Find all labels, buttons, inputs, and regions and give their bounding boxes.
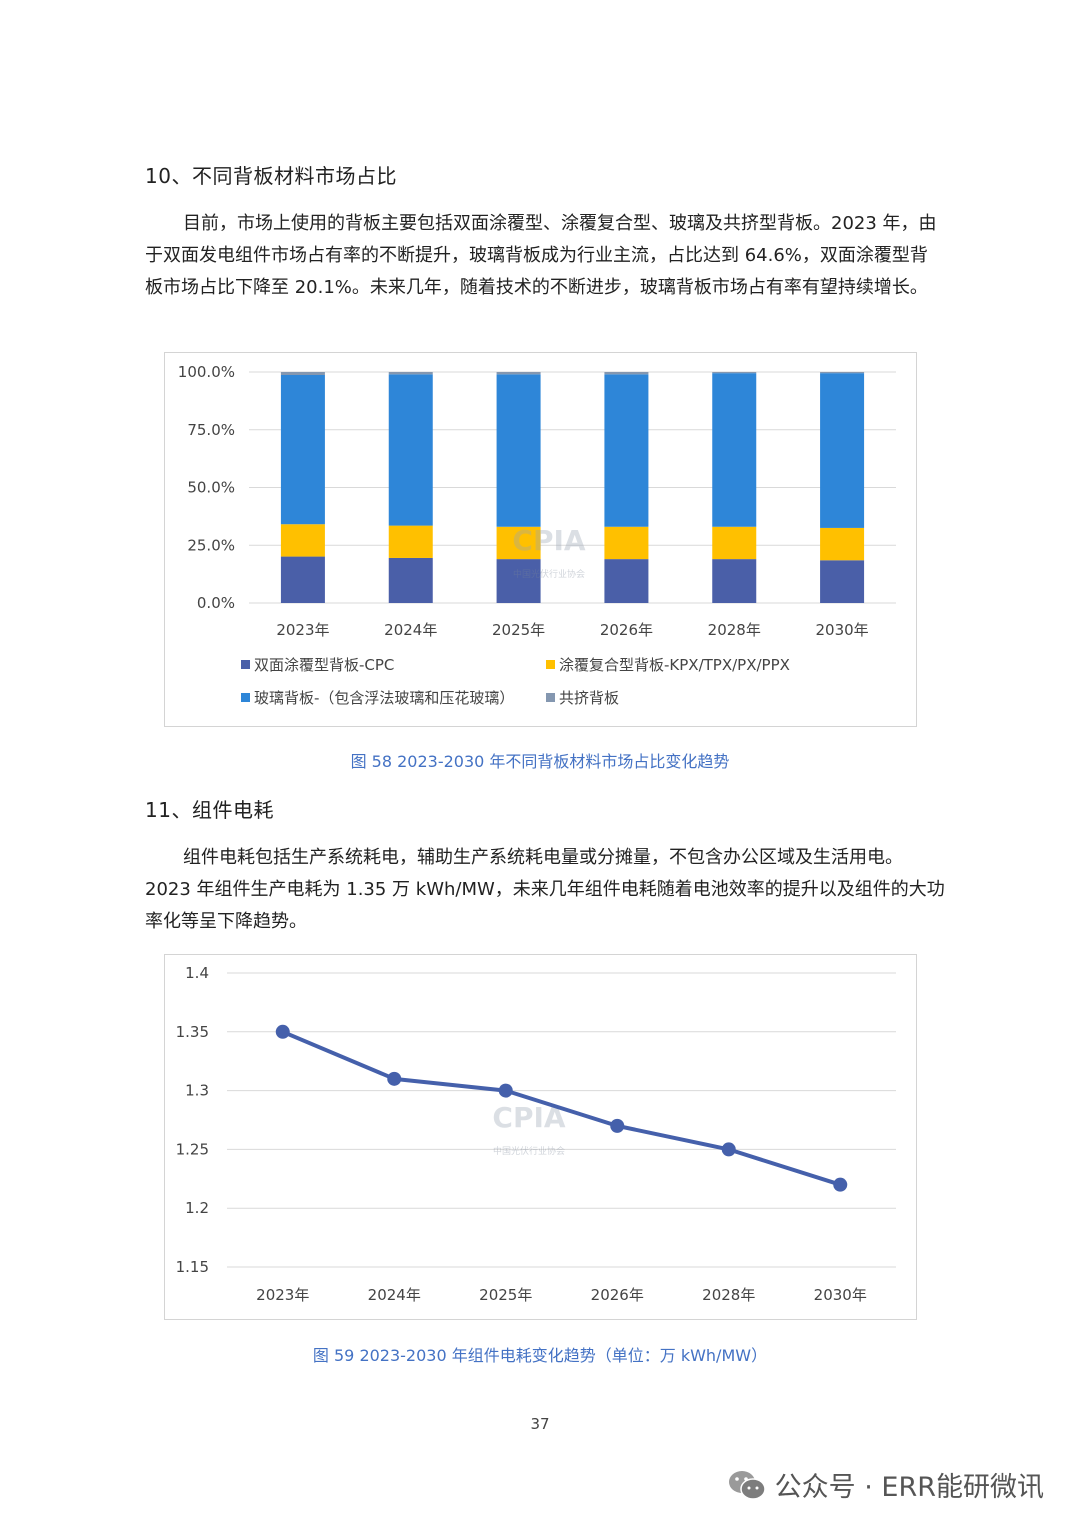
y-tick-label: 1.15: [176, 1258, 209, 1276]
bar-segment: [712, 373, 757, 527]
bar-segment: [388, 525, 433, 558]
y-tick-label: 50.0%: [187, 479, 235, 497]
legend-label: 涂覆复合型背板-KPX/TPX/PX/PPX: [559, 656, 790, 674]
bar-segment: [496, 374, 541, 527]
section-11-heading: 11、组件电耗: [145, 798, 274, 822]
chart-watermark: CPIA 中国光伏行业协会: [492, 1101, 565, 1157]
bar-segment: [496, 372, 541, 375]
y-tick-label: 75.0%: [187, 421, 235, 439]
line-chart: 1.15 1.2 1.25 1.3 1.35 1.4 CPIA 中国光伏行业协会 2023…: [176, 964, 896, 1304]
x-tick-label: 2028年: [708, 621, 761, 639]
bar-segment: [604, 374, 649, 527]
figure-59-caption: 图 59 2023-2030 年组件电耗变化趋势（单位：万 kWh/MW）: [312, 1346, 768, 1365]
chart-59-frame: 1.15 1.2 1.25 1.3 1.35 1.4 CPIA 中国光伏行业协会 2023…: [164, 954, 917, 1320]
legend-swatch: [241, 660, 250, 669]
bar-segment: [388, 372, 433, 375]
legend-swatch: [241, 693, 250, 702]
legend-swatch: [546, 660, 555, 669]
y-tick-label: 100.0%: [178, 363, 235, 381]
y-tick-label: 25.0%: [187, 536, 235, 554]
x-tick-label: 2023年: [256, 1286, 309, 1304]
section-11-paragraph: 组件电耗包括生产系统耗电，辅助生产系统耗电量或分摊量，不包含办公区域及生活用电。…: [145, 847, 945, 932]
bar-segment: [280, 375, 325, 525]
x-tick-label: 2026年: [591, 1286, 644, 1304]
legend-label: 双面涂覆型背板-CPC: [254, 656, 394, 674]
bar-segment: [388, 374, 433, 526]
bar-segment: [820, 560, 865, 603]
data-point: [833, 1177, 848, 1192]
bar-segment: [712, 372, 757, 374]
x-tick-label: 2030年: [815, 621, 868, 639]
footer-watermark-text: 公众号 · ERR能研微讯: [774, 1472, 1044, 1503]
bar-segment: [280, 372, 325, 376]
bar-segment: [820, 527, 865, 561]
section-10-heading: 10、不同背板材料市场占比: [145, 164, 397, 188]
chart-58-frame: 0.0% 25.0% 50.0% 75.0% 100.0% 2023年 2024年 2025…: [164, 352, 917, 727]
chart-watermark: CPIA 中国光伏行业协会: [512, 524, 585, 580]
legend-swatch: [546, 693, 555, 702]
data-point: [498, 1083, 513, 1098]
legend-label: 共挤背板: [559, 689, 619, 707]
y-tick-label: 1.2: [185, 1199, 209, 1217]
y-tick-label: 1.3: [185, 1082, 209, 1100]
bar-segment: [604, 372, 649, 375]
x-tick-label: 2026年: [600, 621, 653, 639]
data-point: [721, 1142, 736, 1157]
x-tick-label: 2030年: [814, 1286, 867, 1304]
bar-segment: [280, 524, 325, 557]
page-number: 37: [530, 1415, 550, 1433]
x-tick-label: 2024年: [384, 621, 437, 639]
bar-segment: [280, 556, 325, 603]
stacked-bar-chart: 0.0% 25.0% 50.0% 75.0% 100.0% 2023年 2024年 2025…: [178, 363, 896, 707]
x-tick-label: 2028年: [702, 1286, 755, 1304]
wechat-icon: [728, 1470, 766, 1500]
footer-watermark: 公众号 · ERR能研微讯: [727, 1465, 1044, 1504]
legend-label: 玻璃背板-（包含浮法玻璃和压花玻璃）: [254, 689, 514, 707]
data-point: [387, 1071, 402, 1086]
watermark-logo: CPIA: [512, 524, 585, 557]
bar-segment: [712, 526, 757, 560]
y-tick-label: 1.35: [176, 1023, 209, 1041]
watermark-sub: 中国光伏行业协会: [513, 568, 585, 580]
bar-segment: [496, 526, 541, 560]
bar-segment: [604, 526, 649, 560]
bar-segment: [604, 559, 649, 603]
data-point: [610, 1118, 625, 1133]
data-point: [275, 1024, 290, 1039]
section-10-paragraph: 目前，市场上使用的背板主要包括双面涂覆型、涂覆复合型、玻璃及共挤型背板。2023…: [145, 213, 937, 298]
x-tick-label: 2024年: [368, 1286, 421, 1304]
bar-segment: [388, 557, 433, 603]
bar-segment: [712, 559, 757, 603]
bar-segment: [820, 373, 865, 528]
bar-segment: [820, 372, 865, 374]
figure-58-caption: 图 58 2023-2030 年不同背板材料市场占比变化趋势: [350, 752, 730, 771]
y-tick-label: 0.0%: [197, 594, 235, 612]
x-tick-label: 2025年: [479, 1286, 532, 1304]
watermark-sub: 中国光伏行业协会: [493, 1145, 565, 1157]
y-tick-label: 1.4: [185, 964, 209, 982]
series-line: [281, 1029, 841, 1187]
x-tick-label: 2023年: [276, 621, 329, 639]
x-tick-label: 2025年: [492, 621, 545, 639]
y-tick-label: 1.25: [176, 1140, 209, 1158]
bar-segment: [496, 559, 541, 603]
